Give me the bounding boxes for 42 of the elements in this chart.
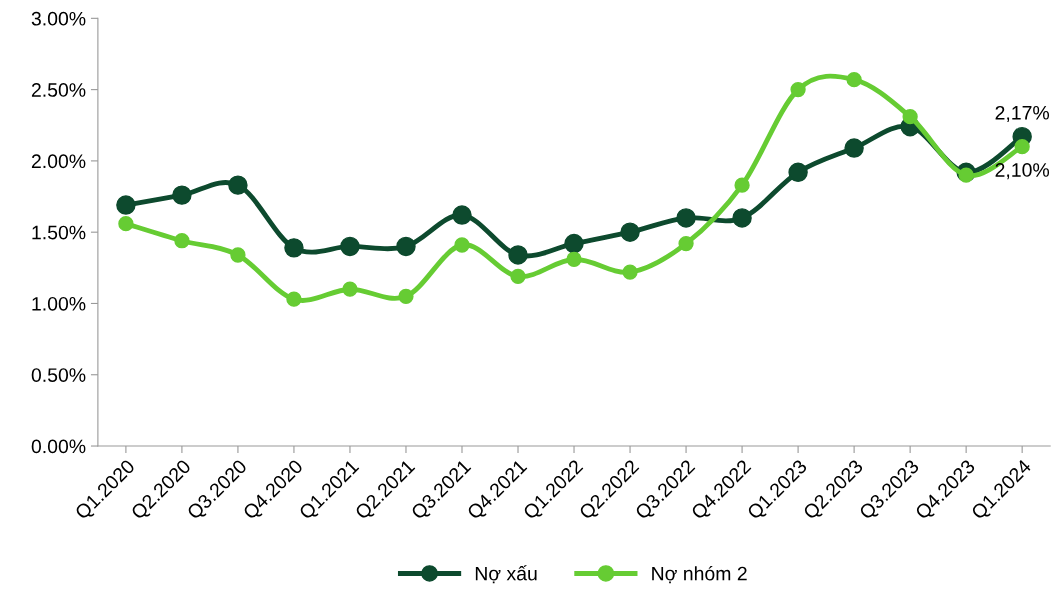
y-tick-label: 0.00% [31,439,86,454]
point [116,195,136,215]
point [172,185,192,205]
point [788,162,808,183]
data-label: 2,17% [995,105,1050,122]
point [564,233,584,254]
y-tick-label: 3.00% [31,11,86,26]
point [622,264,638,280]
point [118,215,134,232]
point [286,291,302,307]
point [676,208,696,228]
point [340,236,360,257]
point [342,281,358,297]
legend-label: Nợ xấu [475,565,537,584]
y-tick-label: 0.50% [31,368,86,382]
point [174,233,190,249]
point [1014,139,1030,155]
y-tick-label: 2.50% [31,83,86,97]
point [678,235,694,252]
y-tick-label: 1.00% [32,296,86,311]
point [284,238,304,258]
point [732,208,752,228]
point [396,236,416,257]
point [734,177,750,193]
y-tick-label: 2.00% [31,154,86,169]
point [620,222,640,242]
point [844,138,864,158]
point [846,71,862,88]
point [398,288,414,304]
point [454,237,470,253]
point [230,247,246,263]
point [510,268,526,285]
data-label: 2,10% [995,163,1050,180]
point [452,205,472,225]
point [902,109,918,125]
point [566,251,582,267]
point [228,175,248,195]
point [790,81,806,98]
point [508,245,528,265]
y-tick-label: 1.50% [32,225,86,240]
legend-label: Nợ nhóm 2 [652,565,747,584]
point [958,167,974,183]
